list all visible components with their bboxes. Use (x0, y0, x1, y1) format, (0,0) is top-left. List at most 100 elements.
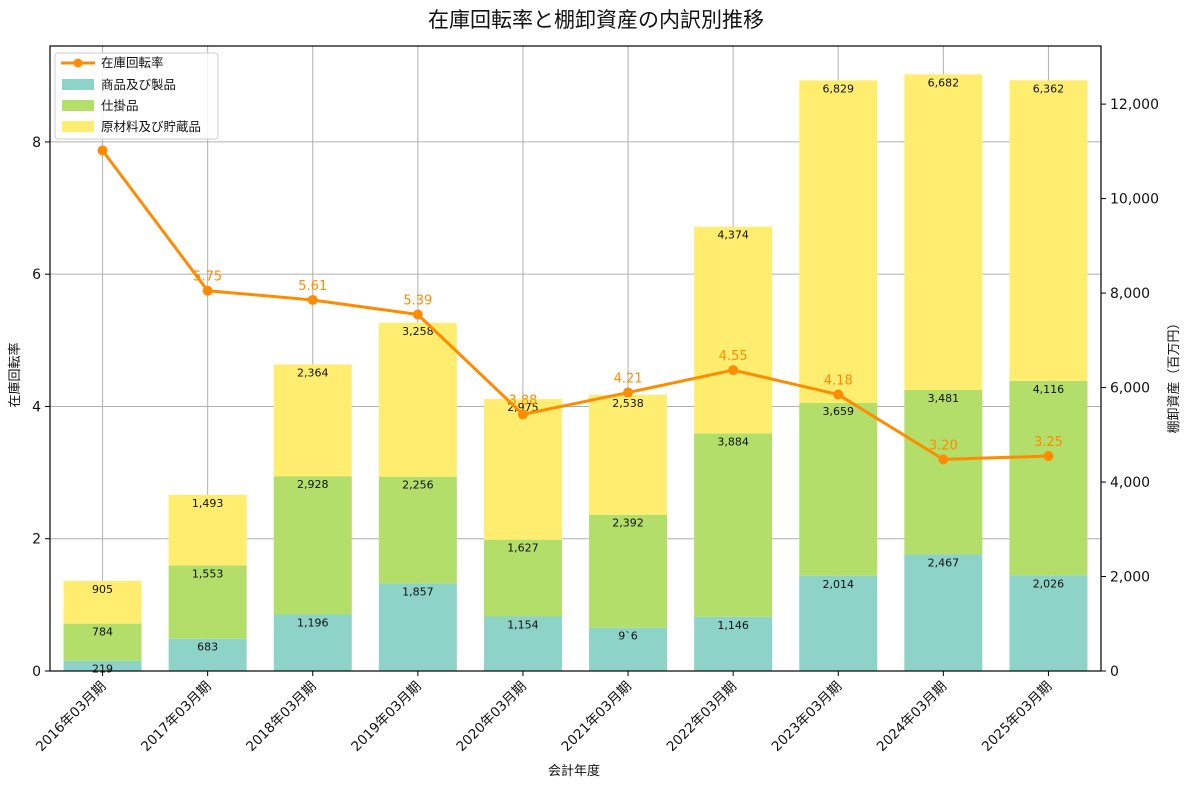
x-tick-label: 2017年03月期 (138, 679, 214, 755)
legend-swatch-products (62, 79, 94, 90)
bar-label-wip: 3,481 (928, 392, 960, 405)
turnover-point (938, 454, 949, 465)
chart-title: 在庫回転率と棚卸資産の内訳別推移 (428, 8, 764, 32)
bar-wip (63, 623, 142, 661)
turnover-value-label: 3.20 (929, 438, 958, 453)
bar-wip (694, 433, 773, 617)
x-tick-label: 2024年03月期 (874, 679, 950, 755)
bar-wip (799, 403, 878, 576)
turnover-value-label: 4.21 (614, 372, 643, 387)
bar-materials (63, 580, 142, 624)
y-right-tick-label: 8,000 (1110, 286, 1150, 302)
y-right-tick-label: 4,000 (1110, 475, 1150, 491)
bar-label-materials: 2,975 (507, 401, 539, 414)
bar-label-wip: 3,884 (717, 435, 749, 448)
bar-materials (273, 364, 352, 477)
legend-label-materials: 原材料及び貯蔵品 (101, 119, 201, 134)
turnover-value-label: 5.75 (193, 270, 222, 285)
bar-products (483, 616, 562, 671)
bar-label-products: 219 (92, 663, 113, 676)
y-left-tick-label: 4 (32, 399, 41, 415)
legend: 在庫回転率 商品及び製品 仕掛品 原材料及び貯蔵品 (54, 52, 219, 140)
y-left-tick-label: 0 (32, 664, 41, 680)
y-left-tick-label: 2 (32, 532, 41, 548)
bar-label-materials: 1,493 (192, 497, 224, 510)
y-right-tick-label: 2,000 (1110, 570, 1150, 586)
bar-products (694, 616, 773, 671)
bar-products (63, 660, 142, 671)
bar-wip (168, 565, 247, 639)
bar-materials (483, 399, 562, 540)
turnover-value-label: 4.55 (719, 349, 748, 364)
plot-frame (49, 45, 1102, 672)
x-tick-label: 2023年03月期 (769, 679, 845, 755)
legend-item-materials: 原材料及び貯蔵品 (62, 119, 201, 134)
bar-label-materials: 6,829 (823, 82, 855, 95)
bar-label-products: 1,857 (402, 585, 434, 598)
y-right-tick-label: 10,000 (1110, 192, 1159, 208)
legend-item-products: 商品及び製品 (62, 77, 176, 92)
x-tick-label: 2020年03月期 (453, 679, 529, 755)
turnover-point (728, 365, 739, 376)
bar-label-products: 1,196 (297, 616, 329, 629)
bar-wip (483, 539, 562, 617)
bar-label-products: 1,154 (507, 618, 539, 631)
bars-layer (63, 74, 1088, 671)
bar-materials (904, 74, 983, 391)
turnover-value-label: 3.88 (508, 393, 537, 408)
bar-label-products: 2,026 (1033, 577, 1065, 590)
legend-label-wip: 仕掛品 (101, 98, 139, 113)
bar-label-materials: 3,258 (402, 325, 434, 338)
y-right-tick-label: 0 (1110, 664, 1119, 680)
legend-label-turnover: 在庫回転率 (101, 55, 164, 70)
bar-materials (694, 226, 773, 434)
bar-label-products: 683 (197, 641, 218, 654)
turnover-value-label: 3.25 (1034, 435, 1063, 450)
bar-wip (378, 476, 457, 584)
bar-label-wip: 2,256 (402, 479, 434, 492)
bar-products (904, 554, 983, 671)
turnover-point (307, 294, 318, 305)
legend-label-products: 商品及び製品 (101, 77, 176, 92)
bar-label-wip: 1,553 (192, 567, 224, 580)
bar-label-products: 2,467 (928, 556, 960, 569)
bar-label-wip: 3,659 (823, 405, 855, 418)
x-tick-label: 2021年03月期 (558, 679, 634, 755)
bar-label-wip: 784 (92, 626, 113, 639)
y-axis-left-label: 在庫回転率 (7, 342, 23, 407)
x-tick-label: 2025年03月期 (979, 679, 1055, 755)
turnover-line (101, 149, 1049, 461)
x-tick-label: 2019年03月期 (348, 679, 424, 755)
bar-wip (273, 476, 352, 615)
bar-materials (168, 494, 247, 566)
x-tick-label: 2016年03月期 (33, 679, 109, 755)
bar-products (589, 627, 668, 671)
bar-products (1009, 575, 1088, 671)
bar-label-materials: 6,682 (928, 76, 960, 89)
bar-wip (1009, 380, 1088, 576)
turnover-point (517, 409, 528, 420)
bar-materials (799, 80, 878, 404)
bar-products (168, 638, 247, 671)
bar-label-products: 9`6 (618, 630, 638, 643)
legend-item-wip: 仕掛品 (62, 98, 139, 113)
y-left-tick-label: 6 (32, 267, 41, 283)
turnover-point (1043, 451, 1054, 462)
x-axis-label: 会計年度 (548, 763, 600, 779)
bar-materials (589, 394, 668, 515)
turnover-value-label: 4.18 (824, 374, 853, 389)
x-tick-label: 2022年03月期 (664, 679, 740, 755)
bar-label-materials: 6,362 (1033, 82, 1065, 95)
axes-layer (49, 45, 1102, 672)
bar-label-wip: 1,627 (507, 542, 539, 555)
y-right-tick-label: 6,000 (1110, 381, 1150, 397)
x-tick-label: 2018年03月期 (243, 679, 319, 755)
y-right-tick-label: 12,000 (1110, 97, 1159, 113)
bar-label-wip: 4,116 (1033, 383, 1065, 396)
legend-swatch-wip (62, 100, 94, 111)
legend-swatch-turnover-marker (73, 58, 83, 68)
bar-products (273, 614, 352, 671)
bar-label-materials: 4,374 (717, 229, 749, 242)
bar-label-materials: 2,364 (297, 366, 329, 379)
bar-wip (904, 390, 983, 555)
